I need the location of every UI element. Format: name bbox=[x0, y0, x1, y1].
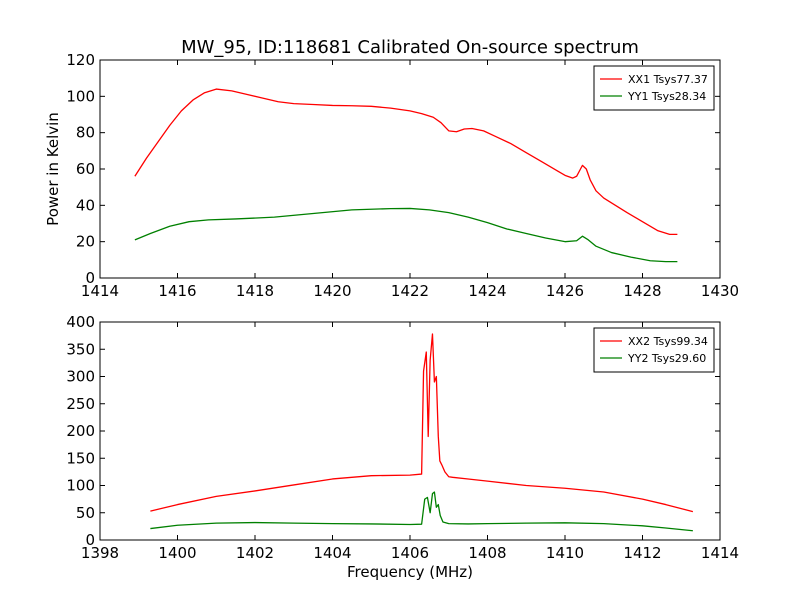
x-tick-label: 1408 bbox=[468, 544, 506, 562]
figure-title: MW_95, ID:118681 Calibrated On-source sp… bbox=[181, 37, 639, 58]
x-tick-label: 1412 bbox=[623, 544, 661, 562]
y-tick-label: 0 bbox=[85, 531, 95, 549]
x-axis-label: Frequency (MHz) bbox=[347, 563, 473, 581]
x-tick-label: 1406 bbox=[391, 544, 429, 562]
x-tick-label: 1402 bbox=[236, 544, 274, 562]
legend-label: YY1 Tsys28.34 bbox=[627, 90, 706, 103]
y-tick-label: 20 bbox=[76, 233, 95, 251]
y-tick-label: 250 bbox=[66, 395, 95, 413]
series-line-1-2 bbox=[134, 207, 678, 263]
x-tick-label: 1404 bbox=[313, 544, 351, 562]
y-tick-label: 300 bbox=[66, 368, 95, 386]
legend-label: XX1 Tsys77.37 bbox=[628, 73, 708, 86]
x-tick-label: 1424 bbox=[468, 282, 506, 300]
x-tick-label: 1420 bbox=[313, 282, 351, 300]
legend-box bbox=[593, 327, 715, 373]
x-tick-label: 1398 bbox=[81, 544, 119, 562]
x-tick-label: 1416 bbox=[158, 282, 196, 300]
x-tick-label: 1422 bbox=[391, 282, 429, 300]
legend-label: YY2 Tsys29.60 bbox=[627, 352, 706, 365]
x-tick-label: 1414 bbox=[701, 544, 739, 562]
series-line-2-2 bbox=[150, 491, 693, 532]
y-tick-label: 0 bbox=[85, 269, 95, 287]
legend-label: XX2 Tsys99.34 bbox=[628, 335, 708, 348]
y-tick-label: 400 bbox=[66, 313, 95, 331]
y-tick-label: 80 bbox=[76, 124, 95, 142]
y-tick-label: 40 bbox=[76, 196, 95, 214]
series-line-1-1 bbox=[134, 88, 678, 236]
y-tick-label: 100 bbox=[66, 477, 95, 495]
legend-box bbox=[593, 65, 715, 111]
x-tick-label: 1400 bbox=[158, 544, 196, 562]
y-tick-label: 50 bbox=[76, 504, 95, 522]
y-tick-label: 350 bbox=[66, 340, 95, 358]
top-subplot: 1414 1416 1418 1420 1422 1424 1426 1428 1430 0 20 4… bbox=[44, 51, 739, 300]
y-axis-label: Power in Kelvin bbox=[44, 112, 62, 226]
y-tick-label: 100 bbox=[66, 87, 95, 105]
x-tick-label: 1426 bbox=[546, 282, 584, 300]
y-tick-label: 120 bbox=[66, 51, 95, 69]
series-line-2-1 bbox=[150, 333, 694, 513]
y-tick-label: 150 bbox=[66, 449, 95, 467]
x-tick-label: 1418 bbox=[236, 282, 274, 300]
x-tick-label: 1410 bbox=[546, 544, 584, 562]
bottom-subplot: 1398 1400 1402 1404 1406 1408 1410 1412 1414 0 50 1… bbox=[66, 313, 739, 562]
x-tick-label: 1430 bbox=[701, 282, 739, 300]
x-tick-label: 1428 bbox=[623, 282, 661, 300]
y-tick-label: 60 bbox=[76, 160, 95, 178]
x-tick-label: 1414 bbox=[81, 282, 119, 300]
y-tick-label: 200 bbox=[66, 422, 95, 440]
